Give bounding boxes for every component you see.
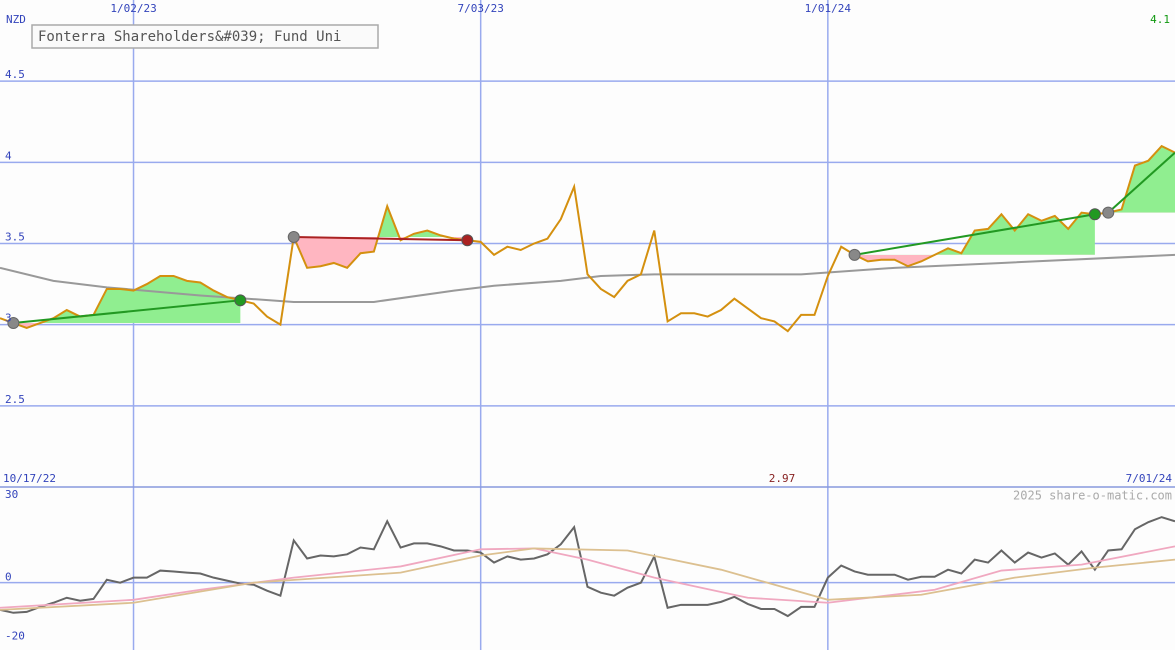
x-tick-label: 1/02/23	[110, 2, 156, 15]
title-box	[31, 24, 379, 49]
y-tick-label: 3	[5, 312, 12, 325]
y-tick-label: 4	[5, 149, 12, 162]
min-price: 2.97	[769, 472, 796, 485]
plot	[0, 144, 1175, 618]
trend-start-marker	[1102, 206, 1115, 219]
y-tick-label: 30	[5, 488, 18, 501]
trend-end-marker	[461, 234, 474, 247]
trend-fill	[1108, 146, 1175, 213]
trend-start-marker	[287, 231, 300, 244]
trend-line	[854, 213, 1096, 256]
y-tick-label: 2.5	[5, 393, 25, 406]
series-line	[0, 547, 1175, 611]
trend-start-marker	[7, 317, 20, 330]
y-tick-label: -20	[5, 630, 25, 643]
trend-start-marker	[848, 248, 861, 261]
x-tick-label: 1/01/24	[805, 2, 852, 15]
x-tick-label: 7/03/23	[458, 2, 504, 15]
currency-label: NZD	[6, 13, 26, 26]
y-tick-label: 0	[5, 571, 12, 584]
series-line	[0, 516, 1175, 618]
y-tick-label: 3.5	[5, 231, 25, 244]
series-line	[0, 253, 1175, 303]
trend-line	[13, 299, 241, 325]
trend-fill	[13, 275, 241, 324]
trend-end-marker	[234, 294, 247, 307]
start-date: 10/17/22	[3, 472, 56, 485]
trend-line	[293, 236, 468, 242]
y-tick-label: 4.5	[5, 68, 25, 81]
end-date: 7/01/24	[1126, 472, 1173, 485]
trend-line	[1107, 151, 1175, 214]
trend-fill	[293, 237, 468, 268]
last-price: 4.1	[1150, 13, 1170, 26]
trend-end-marker	[1088, 208, 1101, 221]
series-line	[0, 144, 1175, 333]
chart-title: Fonterra Shareholders&#039; Fund Uni	[38, 29, 341, 45]
credit: 2025 share-o-matic.com	[1013, 489, 1172, 503]
